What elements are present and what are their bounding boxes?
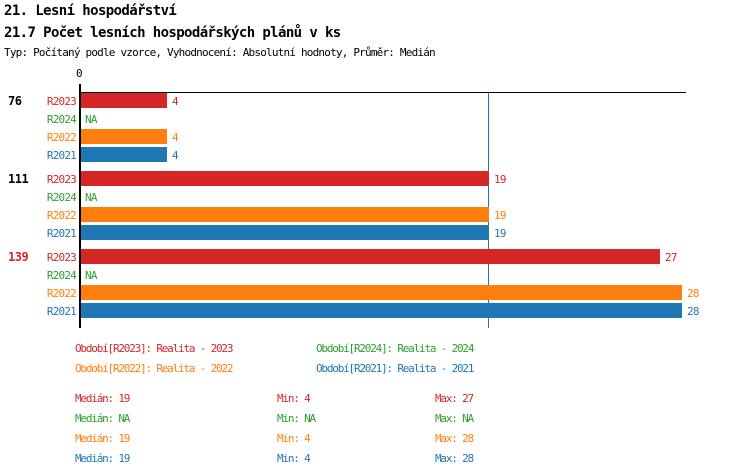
stat-median-r2024: Medián: NA [75, 412, 130, 425]
bar-r2023 [81, 93, 167, 108]
stat-max-r2022: Max: 28 [435, 432, 474, 445]
group-label: 111 [8, 172, 29, 186]
row-label-r2024: R2024 [46, 269, 77, 282]
bar-value-r2022: 28 [687, 287, 699, 300]
bar-value-r2021: 28 [687, 305, 699, 318]
row-label-r2023: R2023 [46, 251, 77, 264]
row-label-r2023: R2023 [46, 173, 77, 186]
stat-median-r2022: Medián: 19 [75, 432, 130, 445]
row-label-r2021: R2021 [46, 227, 77, 240]
stat-min-r2024: Min: NA [277, 412, 316, 425]
row-label-r2022: R2022 [46, 209, 77, 222]
legend-item-r2022: Období[R2022]: Realita - 2022 [75, 362, 233, 375]
row-label-r2022: R2022 [46, 287, 77, 300]
bar-value-r2021: 19 [494, 227, 506, 240]
page-title: 21. Lesní hospodářství [4, 3, 177, 19]
row-label-r2022: R2022 [46, 131, 77, 144]
stat-min-r2021: Min: 4 [277, 452, 311, 465]
bar-r2022 [81, 207, 489, 222]
bar-value-r2024: NA [85, 191, 97, 204]
page-subtitle: 21.7 Počet lesních hospodářských plánů v… [4, 25, 341, 41]
chart-meta: Typ: Počítaný podle vzorce, Vyhodnocení:… [4, 46, 436, 59]
bar-r2022 [81, 129, 167, 144]
bar-value-r2024: NA [85, 113, 97, 126]
group-label: 139 [8, 250, 29, 264]
bar-r2021 [81, 303, 682, 318]
bar-value-r2024: NA [85, 269, 97, 282]
bar-value-r2022: 4 [172, 131, 179, 144]
stat-median-r2021: Medián: 19 [75, 452, 130, 465]
bar-value-r2023: 27 [665, 251, 677, 264]
row-label-r2024: R2024 [46, 113, 77, 126]
bar-r2022 [81, 285, 682, 300]
row-label-r2021: R2021 [46, 305, 77, 318]
stat-max-r2023: Max: 27 [435, 392, 474, 405]
legend-item-r2023: Období[R2023]: Realita - 2023 [75, 342, 233, 355]
stat-max-r2021: Max: 28 [435, 452, 474, 465]
bar-r2023 [81, 249, 660, 264]
bar-r2021 [81, 147, 167, 162]
y-axis-line [79, 84, 81, 328]
stat-min-r2023: Min: 4 [277, 392, 311, 405]
bar-r2023 [81, 171, 489, 186]
legend-item-r2021: Období[R2021]: Realita - 2021 [316, 362, 474, 375]
chart: 0 76 R2023 4 R2024 NA R2022 4 R2021 4 111 R2023 19 R2… [8, 67, 699, 328]
x-axis-line [80, 92, 686, 93]
row-label-r2023: R2023 [46, 95, 77, 108]
bar-value-r2023: 4 [172, 95, 179, 108]
group-label: 76 [8, 94, 22, 108]
bar-value-r2021: 4 [172, 149, 179, 162]
stat-median-r2023: Medián: 19 [75, 392, 130, 405]
row-label-r2024: R2024 [46, 191, 77, 204]
bar-r2021 [81, 225, 489, 240]
stat-min-r2022: Min: 4 [277, 432, 311, 445]
x-axis-zero-label: 0 [76, 67, 83, 80]
row-label-r2021: R2021 [46, 149, 77, 162]
bar-value-r2022: 19 [494, 209, 506, 222]
bar-value-r2023: 19 [494, 173, 506, 186]
stat-max-r2024: Max: NA [435, 412, 474, 425]
legend-item-r2024: Období[R2024]: Realita - 2024 [316, 342, 474, 355]
